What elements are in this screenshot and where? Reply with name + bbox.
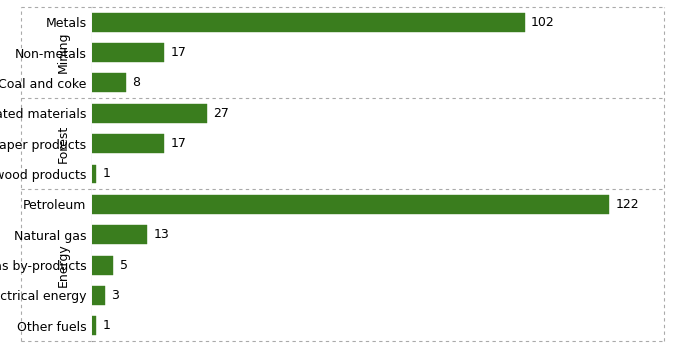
Bar [92,43,164,62]
Text: 17: 17 [171,46,186,59]
Text: Mining: Mining [57,32,70,73]
Text: 13: 13 [153,228,169,241]
Text: 5: 5 [120,259,127,271]
Bar [92,225,147,244]
Text: 1: 1 [103,167,110,181]
Bar [92,134,164,153]
Bar [92,13,525,32]
Text: 27: 27 [213,107,229,120]
Text: 102: 102 [531,16,555,29]
Text: Energy: Energy [57,243,70,287]
Text: 122: 122 [616,198,639,211]
Text: Forest: Forest [57,125,70,163]
Text: 8: 8 [132,77,140,89]
Bar [92,195,610,214]
Bar [92,256,113,275]
Text: 1: 1 [103,319,110,332]
Bar [92,286,105,305]
Bar [92,165,97,183]
Bar [92,316,97,335]
Bar [92,104,207,123]
Text: 17: 17 [171,137,186,150]
Text: 3: 3 [111,289,119,302]
Bar [92,73,126,92]
